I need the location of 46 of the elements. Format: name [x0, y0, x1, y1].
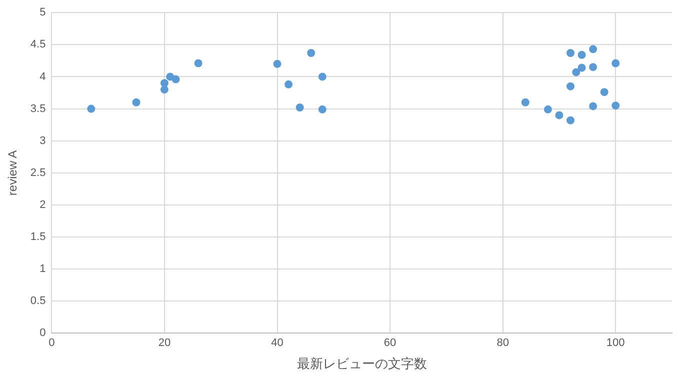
- point: [589, 63, 598, 72]
- point: [566, 48, 574, 57]
- x-tick-label: 60: [384, 336, 396, 349]
- point: [87, 104, 96, 113]
- point: [566, 116, 574, 124]
- y-tick-label: 4.5: [30, 38, 46, 51]
- y-tick-label: 0.5: [30, 295, 46, 308]
- point: [612, 102, 620, 110]
- x-tick-label: 80: [496, 336, 509, 349]
- point: [589, 102, 598, 110]
- point: [566, 82, 574, 90]
- point: [572, 68, 580, 76]
- point: [578, 64, 586, 72]
- y-tick-label: 1.5: [30, 231, 46, 244]
- point: [160, 86, 168, 94]
- y-tick-label: 5: [40, 6, 46, 19]
- point: [521, 98, 530, 106]
- point: [544, 105, 552, 114]
- y-tick-label: 3: [40, 134, 46, 147]
- y-tick-label: 3.5: [30, 102, 46, 115]
- x-tick-label: 40: [271, 336, 284, 349]
- point: [273, 60, 282, 68]
- point: [600, 88, 608, 96]
- point: [318, 72, 326, 81]
- point: [296, 104, 304, 112]
- point: [160, 79, 168, 88]
- x-tick-label: 0: [48, 336, 55, 349]
- point: [194, 59, 202, 68]
- point: [578, 50, 586, 59]
- point: [555, 111, 564, 120]
- y-tick-label: 2: [40, 198, 46, 211]
- x-tick-label: 20: [158, 336, 171, 349]
- y-tick-label: 2.5: [30, 166, 46, 179]
- point: [589, 45, 598, 54]
- point: [284, 80, 293, 88]
- y-axis-title: review A: [6, 150, 20, 196]
- y-tick-label: 0: [40, 327, 46, 340]
- point: [172, 75, 180, 84]
- point: [307, 48, 316, 57]
- point: [318, 105, 326, 114]
- x-axis-title: 最新レビューの文字数: [296, 356, 427, 371]
- point: [132, 98, 140, 106]
- y-tick-label: 1: [40, 263, 46, 276]
- y-tick-label: 4: [40, 70, 46, 83]
- x-tick-label: 100: [606, 336, 625, 349]
- point: [612, 59, 620, 68]
